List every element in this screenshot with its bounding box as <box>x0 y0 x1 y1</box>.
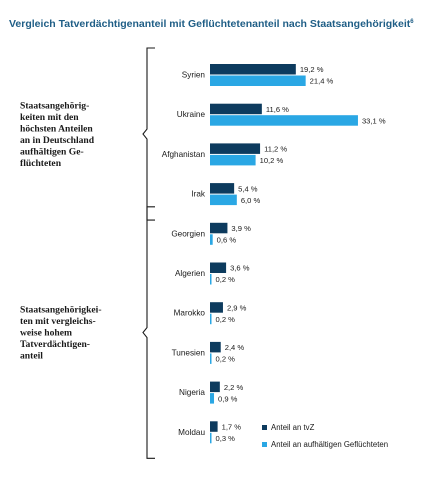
value-label-tunesien-tvz: 2,4 % <box>225 343 245 352</box>
category-label-syrien: Syrien <box>182 71 206 80</box>
value-label-moldau-gefluechtete: 0,3 % <box>216 434 236 443</box>
bar-syrien-tvz <box>210 64 296 75</box>
bar-ukraine-gefluechtete <box>210 115 358 126</box>
category-label-moldau: Moldau <box>178 428 205 437</box>
group-label-line: weise hohem <box>20 328 72 339</box>
value-label-tunesien-gefluechtete: 0,2 % <box>216 355 236 364</box>
category-label-tunesien: Tunesien <box>172 348 206 357</box>
group-brackets <box>142 47 155 459</box>
value-label-marokko-gefluechtete: 0,2 % <box>216 315 236 324</box>
category-label-ukraine: Ukraine <box>177 110 206 119</box>
value-label-algerien-tvz: 3,6 % <box>230 264 250 273</box>
value-label-afghanistan-gefluechtete: 10,2 % <box>260 156 284 165</box>
group-label-line: Staatsangehörigkei- <box>20 305 102 316</box>
group-label-line: an in Deutschland <box>20 135 95 146</box>
bar-afghanistan-tvz <box>210 143 261 154</box>
bar-irak-gefluechtete <box>210 194 237 206</box>
group-label-line: aufhältigen Ge- <box>20 146 84 157</box>
bar-marokko-tvz <box>210 302 223 313</box>
value-label-syrien-tvz: 19,2 % <box>300 65 324 74</box>
category-label-nigeria: Nigeria <box>179 388 205 397</box>
bar-irak-tvz <box>210 183 235 194</box>
bars: Syrien 19,2 % 21,4 % Ukraine 11,6 % 33,1 % Afg… <box>162 64 386 444</box>
chart-title-text: Vergleich Tatverdächtigenanteil mit Gefl… <box>9 18 411 30</box>
legend-swatch-tvz <box>262 425 267 430</box>
bar-algerien-tvz <box>210 262 227 273</box>
bar-algerien-gefluechtete <box>210 274 212 285</box>
category-label-irak: Irak <box>191 190 206 199</box>
group-label-line: höchsten Anteilen <box>20 123 93 134</box>
group-label-line: flüchteten <box>20 158 62 169</box>
bar-tunesien-tvz <box>210 341 221 353</box>
bar-tunesien-gefluechtete <box>210 353 212 364</box>
value-label-afghanistan-tvz: 11,2 % <box>264 145 287 154</box>
group-label-line: Tatverdächtigen- <box>20 339 90 350</box>
bar-moldau-gefluechtete <box>210 432 212 444</box>
value-label-nigeria-gefluechtete: 0,9 % <box>218 394 238 403</box>
value-label-ukraine-gefluechtete: 33,1 % <box>362 116 386 125</box>
group-bracket-2 <box>142 206 155 459</box>
legend: Anteil an tvZ Anteil an aufhältigen Geflü… <box>262 423 388 449</box>
bar-afghanistan-gefluechtete <box>210 154 256 166</box>
value-label-ukraine-tvz: 11,6 % <box>266 105 289 114</box>
value-label-moldau-tvz: 1,7 % <box>222 423 242 432</box>
bar-nigeria-gefluechtete <box>210 393 215 404</box>
group-label-1: Staatsangehörig-keiten mit den höchsten A… <box>20 100 95 169</box>
value-label-georgien-gefluechtete: 0,6 % <box>217 236 237 245</box>
bar-syrien-gefluechtete <box>210 75 306 86</box>
value-label-irak-gefluechtete: 6,0 % <box>241 196 261 205</box>
value-label-algerien-gefluechtete: 0,2 % <box>216 275 236 284</box>
value-label-nigeria-tvz: 2,2 % <box>224 383 244 392</box>
legend-swatch-gefluechtete <box>262 442 267 447</box>
bar-moldau-tvz <box>210 421 218 432</box>
bar-marokko-gefluechtete <box>210 313 212 325</box>
bar-georgien-gefluechtete <box>210 234 213 245</box>
category-label-marokko: Marokko <box>174 309 206 318</box>
bar-ukraine-tvz <box>210 103 262 115</box>
value-label-irak-tvz: 5,4 % <box>238 184 258 193</box>
category-label-afghanistan: Afghanistan <box>162 150 206 159</box>
legend-label-gefluechtete: Anteil an aufhältigen Geflüchteten <box>271 440 388 449</box>
group-label-2: Staatsangehörigkei-ten mit vergleichs-we… <box>20 305 102 362</box>
group-label-line: ten mit vergleichs- <box>20 316 96 327</box>
value-label-syrien-gefluechtete: 21,4 % <box>310 77 334 86</box>
bar-nigeria-tvz <box>210 381 220 393</box>
chart-title: Vergleich Tatverdächtigenanteil mit Gefl… <box>9 18 414 30</box>
category-label-algerien: Algerien <box>175 269 205 278</box>
group-labels: Staatsangehörig-keiten mit den höchsten A… <box>20 100 102 361</box>
chart-title-footnote: 6 <box>410 19 414 25</box>
group-label-line: anteil <box>20 351 43 362</box>
bar-georgien-tvz <box>210 222 228 234</box>
value-label-georgien-tvz: 3,9 % <box>231 224 251 233</box>
category-label-georgien: Georgien <box>171 229 205 238</box>
value-label-marokko-tvz: 2,9 % <box>227 303 247 312</box>
group-label-line: Staatsangehörig- <box>20 100 89 111</box>
legend-label-tvz: Anteil an tvZ <box>271 423 315 432</box>
group-bracket-1 <box>142 47 155 221</box>
group-label-line: keiten mit den <box>20 112 79 123</box>
